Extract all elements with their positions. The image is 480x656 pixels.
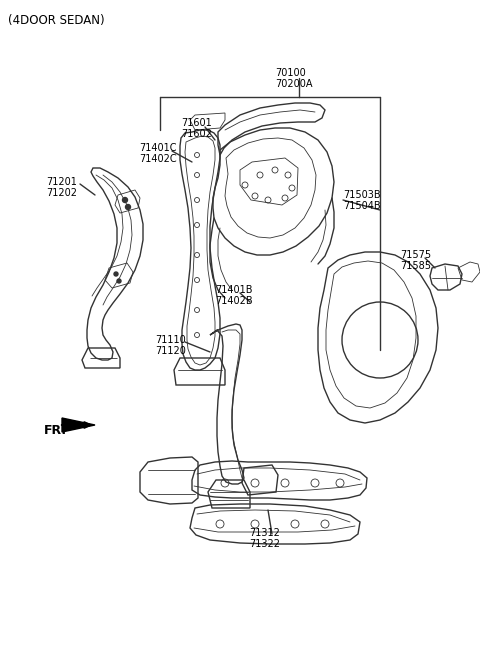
Text: 71312
71322: 71312 71322 [249, 528, 280, 549]
Text: 71601
71602: 71601 71602 [181, 118, 212, 139]
Circle shape [122, 197, 128, 203]
Text: FR.: FR. [44, 424, 67, 436]
Text: 71401B
71402B: 71401B 71402B [215, 285, 252, 306]
Text: 71503B
71504B: 71503B 71504B [343, 190, 381, 211]
Circle shape [125, 205, 131, 209]
Text: 71401C
71402C: 71401C 71402C [139, 143, 177, 164]
Text: (4DOOR SEDAN): (4DOOR SEDAN) [8, 14, 105, 27]
Circle shape [114, 272, 118, 276]
Text: 71201
71202: 71201 71202 [46, 177, 77, 198]
Circle shape [117, 279, 121, 283]
Polygon shape [62, 418, 95, 432]
Text: 71575
71585: 71575 71585 [400, 250, 431, 271]
Text: 70100
70200A: 70100 70200A [275, 68, 312, 89]
Text: 71110
71120: 71110 71120 [155, 335, 186, 356]
